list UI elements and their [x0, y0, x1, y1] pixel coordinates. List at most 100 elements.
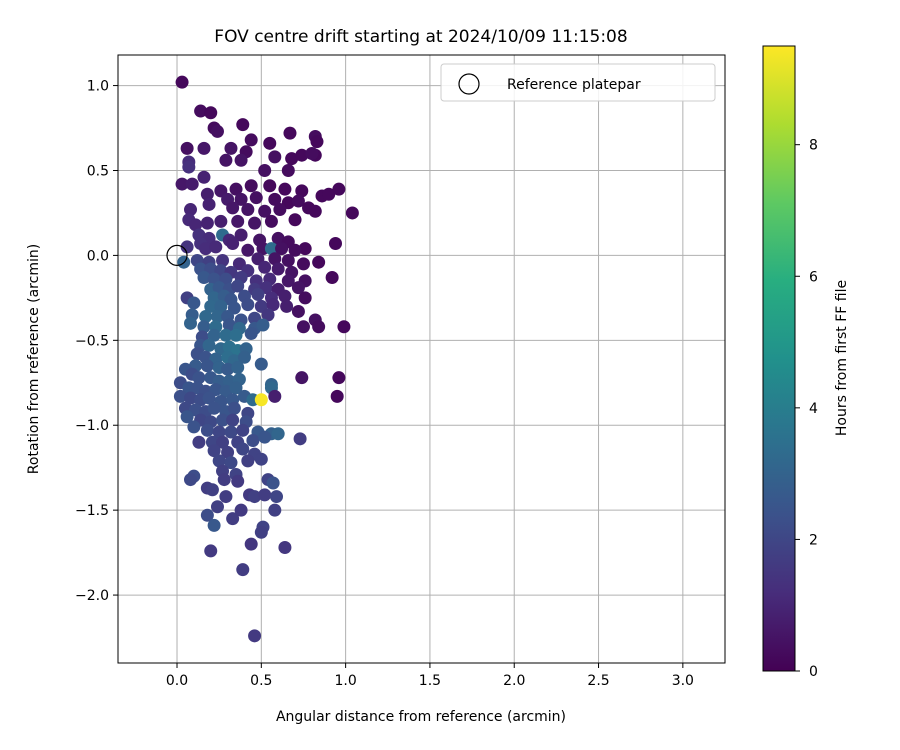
data-point [254, 525, 268, 539]
data-point [305, 147, 319, 161]
data-point [322, 187, 336, 201]
data-point [281, 253, 295, 267]
data-point [254, 452, 268, 466]
data-point [263, 136, 277, 150]
data-point [275, 242, 289, 256]
data-point [266, 298, 280, 312]
data-point [192, 435, 206, 449]
data-point [199, 310, 213, 324]
data-point [184, 203, 198, 217]
data-point [236, 563, 250, 577]
data-point [268, 503, 282, 517]
data-point [330, 389, 344, 403]
data-point [185, 177, 199, 191]
data-point [200, 187, 214, 201]
data-point [236, 423, 250, 437]
data-point [244, 179, 258, 193]
x-tick-label: 2.5 [587, 673, 609, 689]
data-point [204, 544, 218, 558]
x-tick-label: 1.0 [334, 673, 356, 689]
x-axis-label: Angular distance from reference (arcmin) [276, 709, 566, 725]
data-point [197, 141, 211, 155]
x-tick-label: 1.5 [419, 673, 441, 689]
data-point [217, 473, 231, 487]
data-point [237, 350, 251, 364]
data-point [295, 148, 309, 162]
data-point [234, 192, 248, 206]
data-point [312, 255, 326, 269]
data-point [175, 177, 189, 191]
colorbar-gradient [762, 45, 796, 672]
data-point [226, 201, 240, 215]
reference-platepar-point [166, 244, 188, 267]
legend-label: Reference platepar [507, 77, 641, 93]
data-point [204, 299, 218, 313]
x-tick-label: 0.0 [166, 673, 188, 689]
data-point [219, 153, 233, 167]
data-point [180, 141, 194, 155]
data-point [271, 427, 285, 441]
data-point [200, 216, 214, 230]
data-point [222, 318, 236, 332]
data-point [229, 328, 243, 342]
data-point [268, 252, 282, 266]
data-point [214, 214, 228, 228]
data-point [180, 240, 194, 254]
x-tick-label: 2.0 [503, 673, 525, 689]
data-point [221, 445, 235, 459]
data-point [312, 320, 326, 334]
data-point [216, 253, 230, 267]
data-point [332, 371, 346, 385]
data-point [210, 500, 224, 514]
y-tick-label: −0.5 [75, 333, 109, 349]
data-point [234, 153, 248, 167]
data-point [298, 291, 312, 305]
data-point [244, 133, 258, 147]
data-point [234, 503, 248, 517]
data-point [197, 170, 211, 184]
data-point [345, 206, 359, 220]
data-point [173, 389, 187, 403]
data-point [226, 512, 240, 526]
data-point [241, 454, 255, 468]
y-tick-label: −2.0 [75, 588, 109, 604]
data-point [283, 126, 297, 140]
data-point [187, 296, 201, 310]
data-point [221, 362, 235, 376]
reference-marker-icon [458, 73, 480, 95]
plot-frame [117, 54, 726, 664]
data-point [249, 191, 263, 205]
data-point [248, 490, 262, 504]
data-point [209, 240, 223, 254]
colorbar: 0 2 4 6 8 Hours from first FF file [762, 45, 850, 680]
data-point [269, 490, 283, 504]
data-point [256, 318, 270, 332]
data-point [219, 490, 233, 504]
data-point [293, 432, 307, 446]
data-point [236, 442, 250, 456]
data-point [241, 243, 255, 257]
data-point [236, 118, 250, 132]
data-point [281, 163, 295, 177]
legend-box [440, 63, 716, 102]
data-point [254, 357, 268, 371]
y-tick-label: 0.0 [87, 248, 109, 264]
colorbar-tick-label: 8 [809, 138, 818, 154]
colorbar-tick-label: 6 [809, 269, 818, 285]
data-point [280, 299, 294, 313]
data-point [325, 270, 339, 284]
data-point [226, 237, 240, 251]
data-point [254, 393, 268, 407]
data-point [175, 75, 189, 89]
data-point [180, 410, 194, 424]
data-point [229, 381, 243, 395]
data-point [268, 150, 282, 164]
x-tick-label: 3.0 [672, 673, 694, 689]
x-axis: 0.0 0.5 1.0 1.5 2.0 2.5 3.0 [166, 663, 694, 689]
data-point [210, 310, 224, 324]
data-point [199, 242, 213, 256]
data-point [337, 320, 351, 334]
data-point [266, 476, 280, 490]
scatter-points [166, 75, 359, 643]
data-point [268, 192, 282, 206]
